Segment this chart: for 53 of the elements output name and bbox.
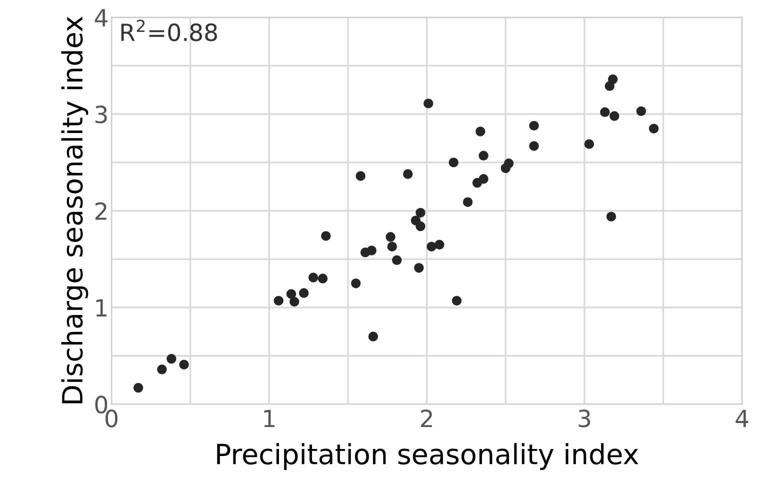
y-tick-label: 1 [96, 299, 107, 316]
x-tick-label: 1 [264, 410, 274, 428]
point [452, 296, 462, 306]
y-tick-label: 0 [95, 396, 108, 414]
point [387, 242, 397, 252]
point [504, 158, 514, 168]
point [476, 126, 486, 136]
point [434, 240, 444, 250]
point [608, 74, 618, 84]
point [356, 171, 366, 181]
point [274, 296, 284, 306]
point [424, 98, 434, 108]
point [600, 107, 610, 118]
point [318, 274, 328, 284]
point [392, 255, 402, 265]
point [403, 169, 413, 179]
point [529, 141, 539, 151]
point [179, 360, 189, 370]
point [321, 231, 331, 241]
x-tick-label: 4 [736, 410, 748, 428]
point [636, 106, 646, 116]
point [462, 197, 473, 207]
point [133, 382, 144, 393]
point [290, 296, 300, 307]
point [386, 232, 396, 242]
point [350, 278, 361, 288]
y-tick-label: 2 [95, 202, 106, 220]
point [648, 124, 659, 134]
y-tick-label: 3 [96, 106, 107, 124]
point [610, 111, 620, 121]
point [426, 242, 436, 252]
point [298, 288, 309, 298]
point [448, 158, 458, 168]
x-tick-label: 2 [421, 410, 432, 428]
point [584, 139, 594, 149]
point [286, 289, 296, 299]
point [416, 221, 426, 232]
point [368, 332, 378, 342]
point [416, 208, 426, 218]
point [308, 272, 318, 282]
point [478, 150, 488, 161]
point [366, 246, 376, 256]
point [157, 364, 167, 374]
x-axis-title: Precipitation seasonality index [217, 443, 638, 470]
point [606, 212, 616, 222]
point [529, 120, 539, 131]
point [166, 354, 176, 364]
point [478, 174, 488, 184]
y-tick-label: 4 [94, 9, 108, 26]
point [414, 263, 424, 273]
annotation: R$^{2}$=0.88 [121, 20, 217, 42]
x-tick-label: 3 [578, 410, 590, 428]
y-axis-title: Discharge seasonality index [61, 16, 88, 404]
